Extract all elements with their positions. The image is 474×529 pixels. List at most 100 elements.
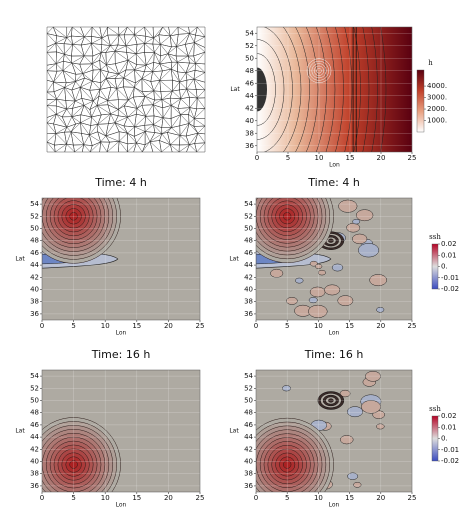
contour bbox=[311, 63, 327, 79]
y-tick-label: 54 bbox=[244, 372, 253, 380]
y-tick-label: 38 bbox=[30, 470, 39, 478]
x-tick-label: 20 bbox=[376, 322, 385, 330]
plot-frame bbox=[255, 197, 413, 321]
y-tick-label: 36 bbox=[30, 310, 39, 318]
contour bbox=[325, 27, 336, 152]
y-tick-label: 48 bbox=[245, 67, 254, 75]
panel-title: Time: 4 h bbox=[307, 176, 360, 189]
contour bbox=[346, 406, 363, 418]
contour bbox=[358, 243, 380, 258]
y-tick-label: 38 bbox=[244, 470, 253, 478]
y-tick-label: 52 bbox=[245, 42, 254, 50]
x-tick-label: 10 bbox=[314, 322, 323, 330]
y-tick-label: 36 bbox=[245, 142, 254, 150]
x-tick-label: 15 bbox=[132, 494, 141, 502]
panel: 0 5 10 15 20 25 36 38 40 42 44 46 48 50 52 54 Lon Lat Time… bbox=[15, 348, 205, 509]
y-axis-label: Lat bbox=[230, 86, 240, 93]
colorbar-tick-label: -0.02 bbox=[441, 285, 459, 293]
contour bbox=[362, 27, 370, 152]
colorbar-tick-label: -0.01 bbox=[441, 274, 459, 282]
x-tick-label: 25 bbox=[196, 494, 205, 502]
y-tick-label: 36 bbox=[244, 310, 253, 318]
y-tick-label: 40 bbox=[30, 458, 39, 466]
contour bbox=[361, 400, 381, 414]
plot-frame bbox=[41, 369, 201, 493]
colorbar-tick-label: -0.01 bbox=[441, 446, 459, 454]
contour bbox=[282, 385, 291, 392]
panel: 0 5 10 15 20 25 36 38 40 42 44 46 48 50 52 54 Lon Lat Time… bbox=[229, 348, 459, 509]
y-tick-label: 40 bbox=[244, 286, 253, 294]
y-tick-label: 46 bbox=[244, 421, 253, 429]
x-tick-label: 0 bbox=[254, 494, 258, 502]
x-tick-label: 25 bbox=[408, 322, 417, 330]
y-tick-label: 38 bbox=[245, 129, 254, 137]
y-tick-label: 44 bbox=[244, 261, 253, 269]
y-tick-label: 44 bbox=[30, 433, 39, 441]
contour bbox=[369, 274, 387, 287]
colorbar-tick-label: 0. bbox=[441, 263, 448, 271]
colorbar-tick-label: -0.02 bbox=[441, 457, 459, 465]
contour bbox=[371, 27, 378, 152]
y-axis-label: Lat bbox=[229, 256, 239, 263]
contour bbox=[376, 423, 385, 430]
contour bbox=[365, 370, 381, 382]
y-tick-label: 46 bbox=[245, 79, 254, 87]
x-axis-label: Lon bbox=[329, 502, 340, 509]
y-tick-label: 44 bbox=[30, 261, 39, 269]
y-tick-label: 36 bbox=[30, 482, 39, 490]
y-tick-label: 46 bbox=[30, 421, 39, 429]
contour bbox=[315, 263, 323, 269]
y-tick-label: 40 bbox=[30, 286, 39, 294]
colorbar-title: h bbox=[428, 59, 433, 67]
x-tick-label: 10 bbox=[315, 154, 324, 162]
field bbox=[256, 370, 412, 492]
colorbar-title: ssh bbox=[429, 405, 441, 413]
colorbar-title: ssh bbox=[429, 233, 441, 241]
x-tick-label: 15 bbox=[345, 494, 354, 502]
colorbar-tick-label: 0.02 bbox=[441, 412, 457, 420]
y-axis-label: Lat bbox=[15, 428, 25, 435]
x-axis-label: Lon bbox=[116, 330, 127, 337]
y-tick-label: 44 bbox=[244, 433, 253, 441]
x-tick-label: 25 bbox=[408, 154, 417, 162]
field bbox=[42, 198, 200, 320]
y-tick-label: 50 bbox=[244, 397, 253, 405]
x-tick-label: 15 bbox=[345, 322, 354, 330]
field bbox=[257, 27, 412, 152]
y-tick-label: 42 bbox=[244, 445, 253, 453]
x-tick-label: 5 bbox=[285, 322, 289, 330]
x-tick-label: 10 bbox=[314, 494, 323, 502]
panel-title: Time: 4 h bbox=[94, 176, 147, 189]
contour bbox=[340, 435, 354, 445]
contour bbox=[335, 27, 344, 152]
x-tick-label: 0 bbox=[40, 494, 44, 502]
panel: 0 5 10 15 20 25 36 38 40 42 44 46 48 50 52 54 Lon Lat Time… bbox=[229, 176, 459, 337]
contour bbox=[339, 389, 351, 398]
colorbar-tick-label: 0. bbox=[441, 435, 448, 443]
contour bbox=[337, 295, 354, 307]
x-tick-label: 25 bbox=[196, 322, 205, 330]
contour bbox=[352, 233, 368, 245]
x-tick-label: 5 bbox=[286, 154, 290, 162]
contour bbox=[347, 472, 359, 480]
y-tick-label: 42 bbox=[245, 104, 254, 112]
y-tick-label: 42 bbox=[30, 445, 39, 453]
y-tick-label: 50 bbox=[30, 225, 39, 233]
y-tick-label: 40 bbox=[245, 117, 254, 125]
y-tick-label: 54 bbox=[30, 372, 39, 380]
y-tick-label: 44 bbox=[245, 92, 254, 100]
x-tick-label: 15 bbox=[132, 322, 141, 330]
y-tick-label: 42 bbox=[244, 273, 253, 281]
contour bbox=[257, 53, 276, 126]
contour bbox=[270, 268, 284, 278]
y-tick-label: 50 bbox=[244, 225, 253, 233]
contour bbox=[380, 27, 387, 152]
y-tick-label: 52 bbox=[30, 212, 39, 220]
contour bbox=[331, 263, 344, 272]
x-tick-label: 20 bbox=[164, 322, 173, 330]
y-tick-label: 40 bbox=[244, 458, 253, 466]
x-tick-label: 10 bbox=[101, 494, 110, 502]
contour bbox=[308, 297, 318, 304]
x-tick-label: 5 bbox=[285, 494, 289, 502]
